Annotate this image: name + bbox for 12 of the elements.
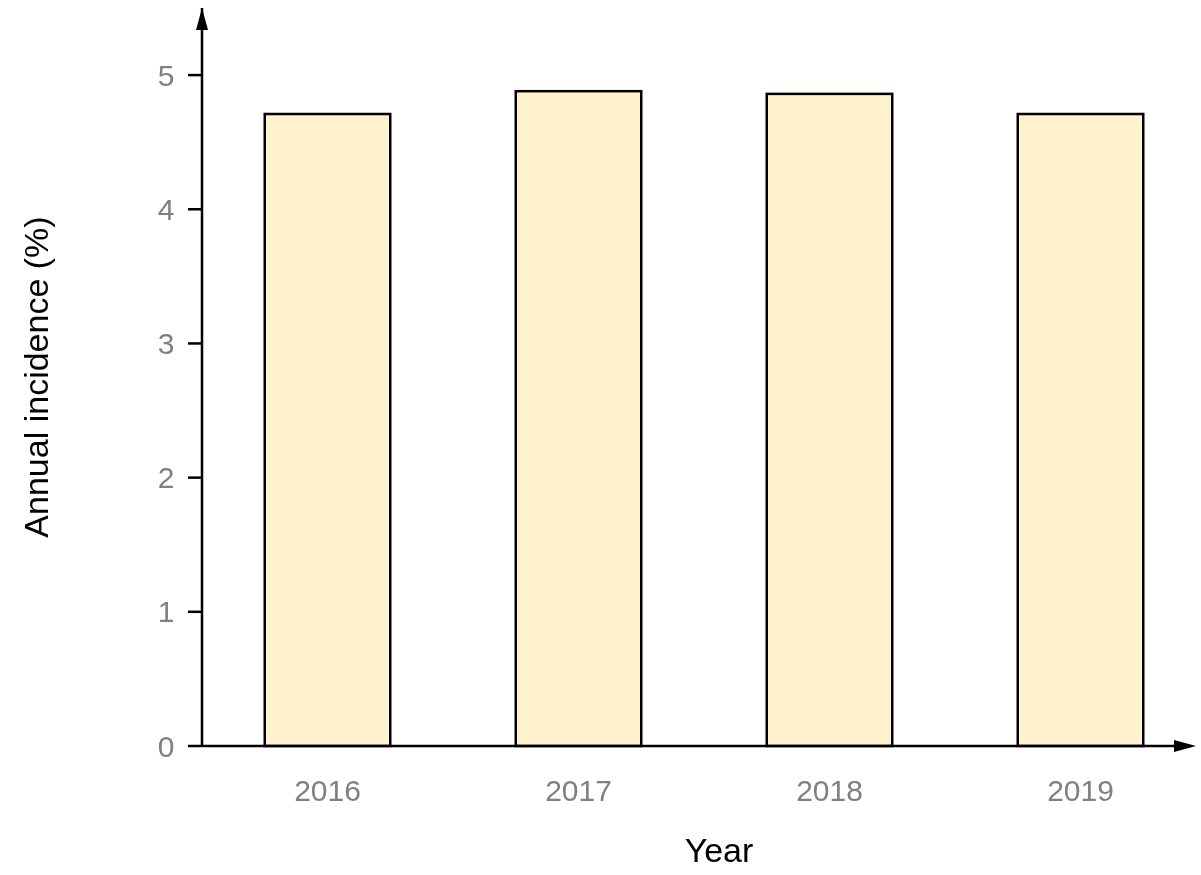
x-tick-label: 2016	[294, 774, 361, 807]
x-tick-label: 2018	[796, 774, 863, 807]
x-axis-title: Year	[684, 831, 754, 869]
y-tick-label: 4	[157, 192, 175, 226]
y-axis-title: Annual incidence (%)	[17, 216, 55, 538]
y-tick-label: 3	[157, 326, 175, 360]
y-tick-label: 5	[157, 58, 175, 92]
x-tick-label: 2019	[1047, 774, 1114, 807]
y-tick-label: 2	[157, 461, 175, 495]
y-tick-label: 1	[157, 595, 175, 629]
y-tick-label: 0	[157, 729, 175, 763]
x-tick-label: 2017	[545, 774, 612, 807]
